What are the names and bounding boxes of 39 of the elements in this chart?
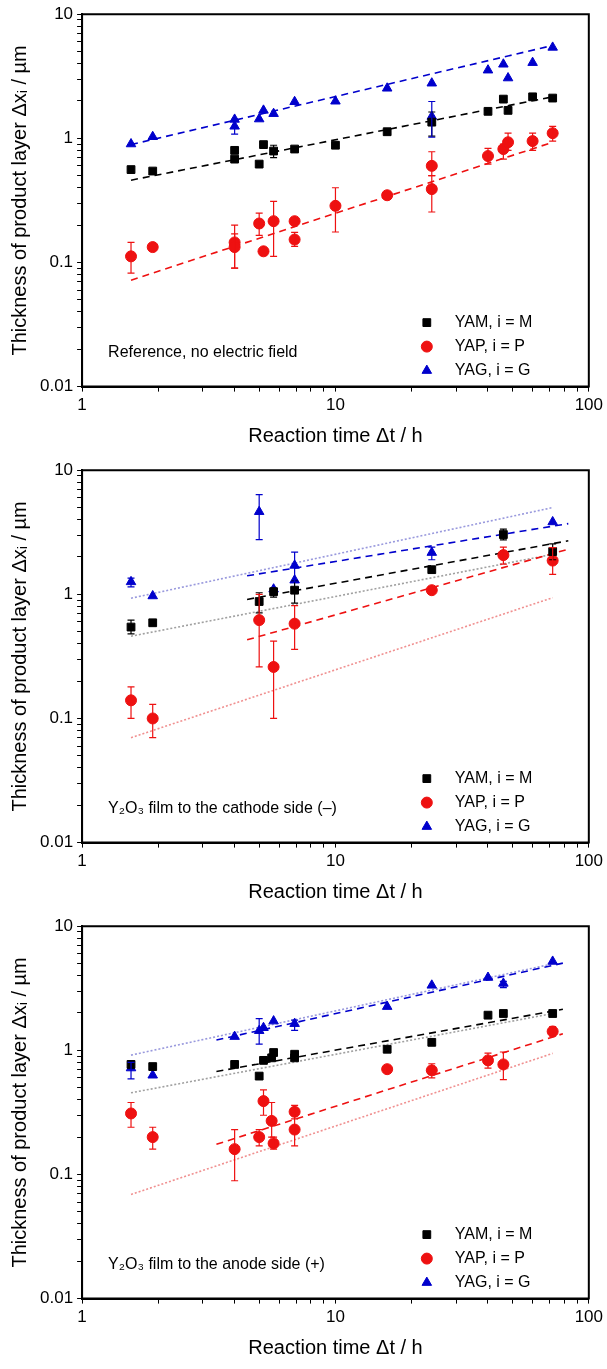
y-tick-label: 1: [63, 1040, 74, 1060]
y-tick-label: 0.01: [39, 376, 74, 396]
legend-label: YAM, i = M: [454, 313, 533, 331]
y-tick-label: 0.1: [49, 252, 74, 272]
annotation: Reference, no electric field: [108, 343, 298, 361]
legend-label: YAP, i = P: [454, 337, 525, 355]
x-tick-label: 1: [77, 1307, 87, 1327]
legend-label: YAG, i = G: [454, 361, 531, 379]
y-tick-label: 0.01: [39, 1288, 74, 1308]
y-tick-label: 1: [63, 584, 74, 604]
x-tick-label: 10: [325, 851, 345, 871]
x-tick-label: 1: [77, 395, 87, 415]
y-tick-label: 1: [63, 128, 74, 148]
legend-label: YAM, i = M: [454, 1225, 533, 1243]
y-tick-label: 10: [54, 459, 74, 479]
y-axis-title: Thickness of product layer Δxᵢ / µm: [7, 957, 30, 1268]
y-tick-label: 0.1: [49, 1164, 74, 1184]
y-tick-label: 0.01: [39, 832, 74, 852]
x-tick-label: 100: [574, 851, 604, 871]
x-axis-title: Reaction time Δt / h: [248, 1335, 423, 1358]
y-axis-title: Thickness of product layer Δxᵢ / µm: [7, 45, 30, 356]
legend-label: YAM, i = M: [454, 769, 533, 787]
annotation: Y₂O₃ film to the anode side (+): [108, 1255, 325, 1273]
x-axis-title: Reaction time Δt / h: [248, 879, 423, 902]
y-tick-label: 10: [54, 915, 74, 935]
annotation: Y₂O₃ film to the cathode side (–): [108, 799, 337, 817]
x-tick-label: 10: [325, 395, 345, 415]
y-axis-title: Thickness of product layer Δxᵢ / µm: [7, 501, 30, 812]
legend-label: YAP, i = P: [454, 1249, 525, 1267]
x-axis-title: Reaction time Δt / h: [248, 423, 423, 446]
y-tick-label: 0.1: [49, 708, 74, 728]
legend-label: YAG, i = G: [454, 1273, 531, 1291]
legend-label: YAG, i = G: [454, 817, 531, 835]
x-tick-label: 100: [574, 1307, 604, 1327]
x-tick-label: 1: [77, 851, 87, 871]
x-tick-label: 100: [574, 395, 604, 415]
legend-label: YAP, i = P: [454, 793, 525, 811]
y-tick-label: 10: [54, 3, 74, 23]
x-tick-label: 10: [325, 1307, 345, 1327]
